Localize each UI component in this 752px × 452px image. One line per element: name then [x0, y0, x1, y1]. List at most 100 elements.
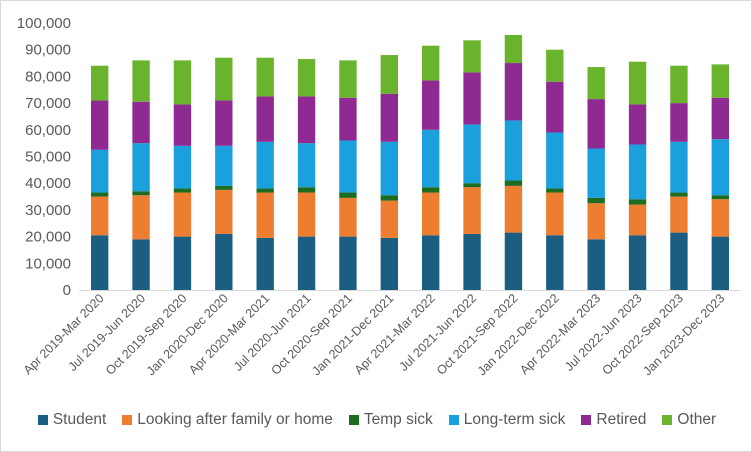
bar-segment: [256, 57, 274, 97]
bar-segment: [90, 65, 109, 101]
bar-segment: [90, 192, 109, 197]
legend-label: Looking after family or home: [137, 411, 333, 428]
legend-label: Student: [52, 411, 107, 428]
bar-segment: [546, 188, 564, 193]
legend: Student Looking after family or home Temp …: [1, 411, 752, 429]
bar-segment: [215, 100, 233, 146]
bar-segment: [711, 97, 730, 140]
y-tick-label: 10,000: [25, 255, 71, 272]
legend-label: Retired: [596, 411, 647, 428]
bar-segment: [587, 99, 605, 149]
bar-segment: [339, 197, 357, 237]
stacked-bar-chart: 0 10,000 20,000 30,000 40,000 50,000 60,000 70,…: [17, 15, 741, 378]
bar-segment: [711, 64, 730, 98]
bar-segment: [421, 192, 440, 236]
bar-segment: [546, 192, 564, 236]
bar-segment: [546, 49, 564, 82]
bar-segment: [670, 141, 688, 193]
bar-segment: [421, 80, 440, 130]
bar-segment: [463, 187, 481, 234]
legend-item: Student: [37, 411, 107, 429]
bar-segment: [463, 183, 481, 188]
bar-segment: [215, 233, 233, 290]
bar-segment: [297, 236, 316, 290]
bar-segment: [628, 61, 647, 105]
bar-segment: [628, 144, 647, 200]
bar-segment: [339, 192, 357, 198]
bar-segment: [132, 239, 150, 290]
bar-segment: [463, 72, 481, 125]
legend-item: Long-term sick: [448, 411, 565, 429]
bar-segment: [587, 239, 605, 290]
y-tick-label: 20,000: [25, 229, 71, 246]
legend-item: Other: [662, 411, 716, 429]
y-tick-label: 100,000: [17, 15, 71, 32]
legend-item: Looking after family or home: [122, 411, 333, 429]
bar-segment: [421, 187, 440, 193]
bar-segment: [215, 57, 233, 101]
bar-segment: [628, 204, 647, 236]
bar-segment: [587, 148, 605, 198]
bar-segment: [173, 104, 192, 146]
bar-segment: [173, 60, 192, 105]
bar-segment: [504, 232, 523, 290]
bar-segment: [256, 96, 274, 142]
bar-segment: [132, 60, 150, 102]
bar-segment: [339, 60, 357, 98]
bar-segment: [256, 237, 274, 290]
bar-segment: [421, 129, 440, 188]
bar-segment: [173, 145, 192, 189]
bar-segment: [587, 203, 605, 240]
bar-segment: [504, 63, 523, 121]
bar-segment: [463, 40, 481, 73]
y-axis: 0 10,000 20,000 30,000 40,000 50,000 60,000 70,…: [17, 15, 71, 299]
legend-swatch: [581, 415, 592, 425]
bar-segment: [173, 192, 192, 237]
x-tick-label: Jul 2019-Jun 2020: [66, 291, 149, 374]
bar-segment: [463, 233, 481, 290]
bar-segment: [215, 189, 233, 234]
bar-segment: [256, 192, 274, 238]
bar-segment: [711, 236, 730, 290]
bar-segment: [132, 191, 150, 196]
bar-segment: [670, 232, 688, 290]
y-tick-label: 90,000: [25, 42, 71, 59]
bar-segment: [628, 235, 647, 290]
bar-segment: [297, 143, 316, 188]
bar-segment: [380, 55, 399, 94]
bar-segment: [628, 104, 647, 145]
bar-segment: [90, 235, 109, 290]
y-tick-label: 0: [63, 282, 71, 299]
x-tick-label: Jan 2023-Dec 2023: [640, 291, 727, 378]
legend-label: Other: [677, 411, 717, 428]
bar-segment: [132, 195, 150, 240]
bar-segment: [421, 45, 440, 81]
bar-segment: [380, 200, 399, 238]
bar-segment: [380, 195, 399, 201]
bar-segment: [339, 140, 357, 193]
bar-segment: [297, 192, 316, 237]
bar-segment: [670, 65, 688, 104]
legend-swatch: [448, 415, 459, 425]
bar-segment: [670, 192, 688, 197]
bar-segment: [587, 197, 605, 204]
y-tick-label: 60,000: [25, 122, 71, 139]
bar-segment: [132, 101, 150, 144]
bar-segment: [504, 120, 523, 181]
legend-swatch: [122, 415, 133, 425]
bar-segment: [256, 141, 274, 189]
bar-segment: [463, 124, 481, 184]
bar-segment: [711, 195, 730, 200]
bar-segment: [670, 103, 688, 142]
bar-segment: [339, 97, 357, 141]
bars: [90, 35, 730, 290]
bar-segment: [711, 139, 730, 196]
y-tick-label: 40,000: [25, 175, 71, 192]
bar-segment: [380, 237, 399, 290]
x-tick-label: Jul 2021-Jun 2022: [397, 291, 480, 374]
y-tick-label: 70,000: [25, 95, 71, 112]
bar-segment: [504, 180, 523, 186]
bar-segment: [215, 145, 233, 186]
bar-segment: [546, 132, 564, 189]
